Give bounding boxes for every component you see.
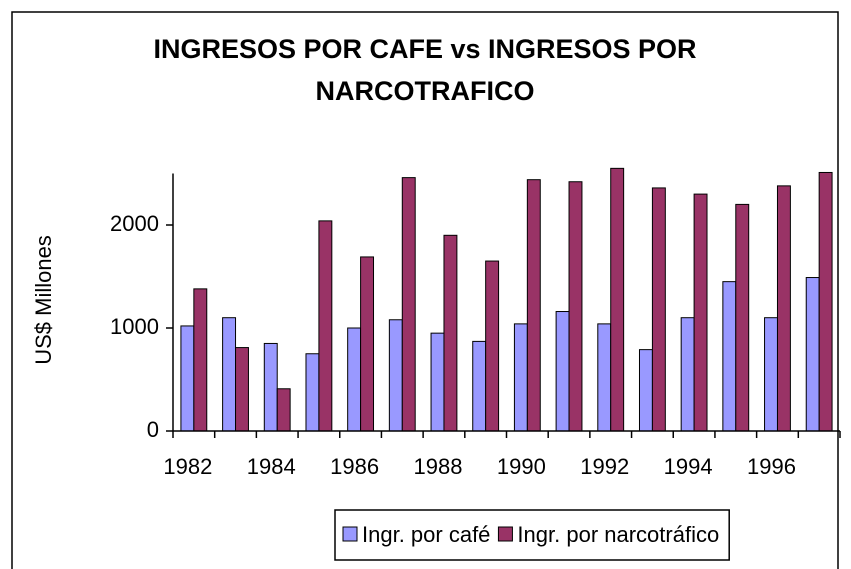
bar bbox=[318, 220, 333, 432]
bar bbox=[388, 319, 403, 432]
bar bbox=[568, 181, 583, 432]
x-tick-label: 1982 bbox=[163, 454, 212, 479]
bar bbox=[443, 234, 458, 432]
bar bbox=[263, 342, 278, 432]
y-axis-label: US$ Millones bbox=[31, 235, 56, 365]
bar bbox=[735, 203, 750, 432]
legend-label: Ingr. por café bbox=[362, 522, 490, 547]
bar bbox=[401, 177, 416, 432]
x-tick-label: 1994 bbox=[664, 454, 713, 479]
y-tick-label: 0 bbox=[147, 417, 159, 442]
x-tick-label: 1986 bbox=[330, 454, 379, 479]
legend-label: Ingr. por narcotráfico bbox=[517, 522, 719, 547]
bar bbox=[638, 349, 653, 432]
bar bbox=[276, 388, 291, 432]
bar bbox=[485, 260, 500, 432]
bar bbox=[472, 340, 487, 432]
bar bbox=[430, 332, 445, 432]
chart-border bbox=[11, 11, 839, 569]
bar bbox=[651, 187, 666, 432]
x-tick-label: 1988 bbox=[413, 454, 462, 479]
bar bbox=[222, 317, 237, 432]
bar bbox=[360, 256, 375, 432]
bar bbox=[805, 277, 820, 432]
bar bbox=[305, 353, 320, 432]
bar bbox=[776, 185, 791, 432]
y-tick-label: 1000 bbox=[110, 314, 159, 339]
bar bbox=[180, 325, 195, 432]
legend-box bbox=[334, 509, 730, 561]
bar bbox=[526, 179, 541, 432]
bar bbox=[513, 323, 528, 432]
bar bbox=[693, 193, 708, 432]
legend-swatch bbox=[342, 526, 358, 542]
x-tick-label: 1990 bbox=[497, 454, 546, 479]
bar bbox=[347, 327, 362, 432]
x-tick-label: 1996 bbox=[747, 454, 796, 479]
chart-title: INGRESOS POR CAFE vs INGRESOS POR NARCOT… bbox=[153, 34, 697, 106]
y-tick-label: 2000 bbox=[110, 211, 159, 236]
bar bbox=[555, 311, 570, 432]
bar bbox=[193, 288, 208, 432]
bar bbox=[764, 317, 778, 432]
bar bbox=[722, 281, 737, 432]
bar bbox=[597, 323, 612, 432]
bar bbox=[610, 167, 625, 432]
bar bbox=[235, 347, 249, 432]
x-tick-label: 1992 bbox=[580, 454, 629, 479]
legend-swatch bbox=[497, 526, 513, 542]
x-tick-label: 1984 bbox=[247, 454, 296, 479]
bar bbox=[680, 317, 695, 432]
bar bbox=[818, 171, 833, 432]
